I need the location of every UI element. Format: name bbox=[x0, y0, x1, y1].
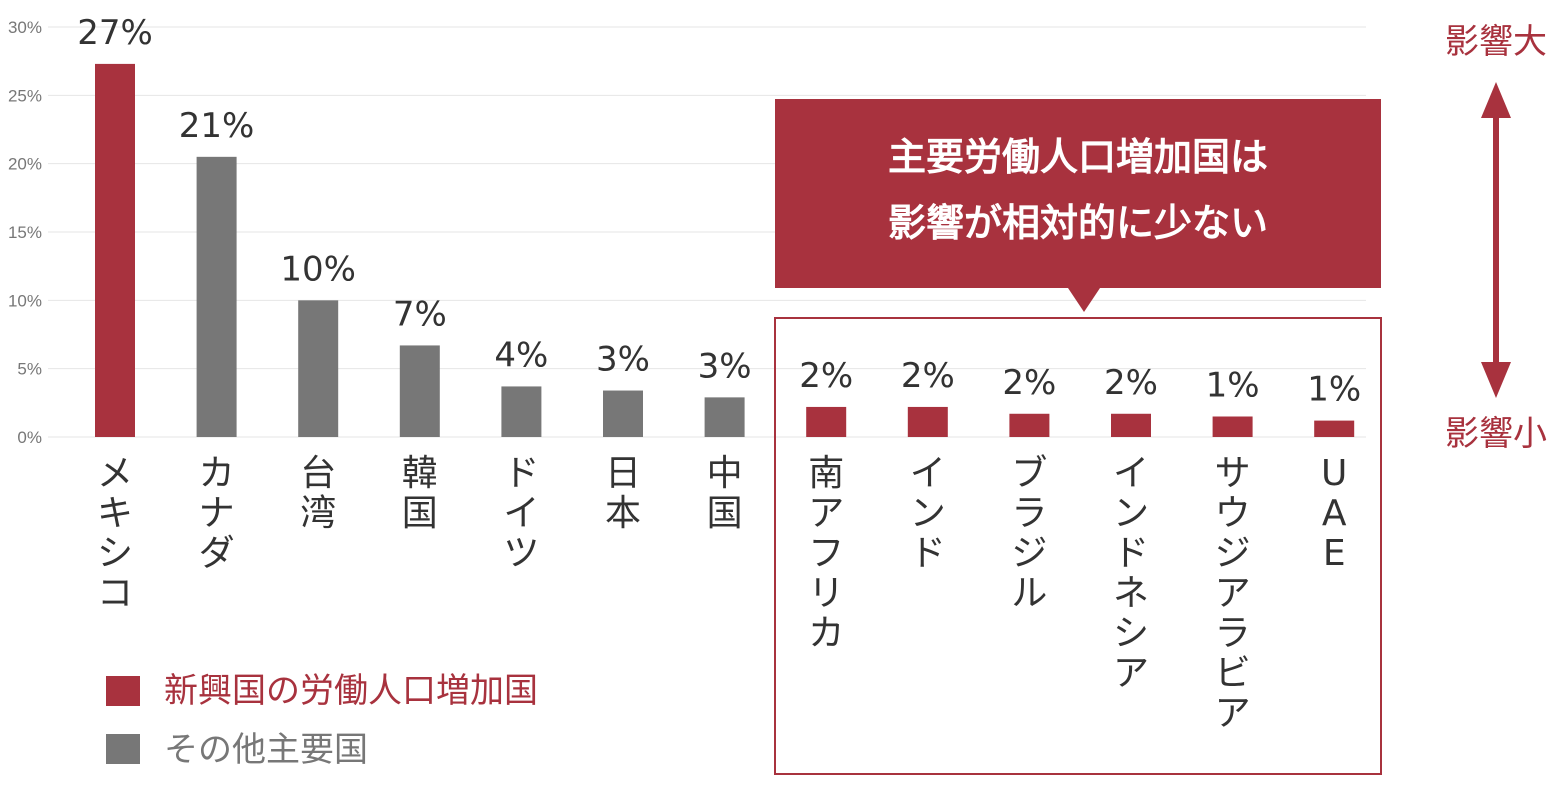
bar bbox=[298, 300, 339, 437]
value-label: 1% bbox=[1307, 370, 1361, 410]
emerging-highlight-box bbox=[774, 317, 1382, 775]
bar bbox=[196, 156, 237, 438]
arrow-down-icon bbox=[1481, 362, 1511, 398]
bar bbox=[501, 386, 542, 437]
value-label: 4% bbox=[494, 335, 548, 375]
legend-label-emerging: 新興国の労働人口増加国 bbox=[164, 671, 538, 711]
category-label: カナダ bbox=[199, 453, 235, 574]
category-label: ブラジル bbox=[1011, 453, 1047, 614]
y-tick-label: 25% bbox=[8, 86, 42, 105]
y-axis-ticks: 0% 5% 10% 15% 20% 25% 30% bbox=[8, 18, 42, 447]
category-label: サウジアラビア bbox=[1215, 453, 1251, 734]
value-labels: 27% 21% 10% 7% 4% 3% 3% 2% 2% 2% 2% 1% 1% bbox=[77, 13, 1361, 410]
bar bbox=[1009, 413, 1050, 437]
category-label: インドネシア bbox=[1113, 453, 1149, 694]
value-label: 3% bbox=[698, 346, 752, 386]
bar bbox=[907, 406, 948, 437]
category-label: 日本 bbox=[605, 453, 641, 534]
bars bbox=[95, 63, 1355, 438]
callout-line-2: 影響が相対的に少ない bbox=[888, 201, 1268, 245]
value-label: 27% bbox=[77, 13, 153, 53]
value-label: 1% bbox=[1206, 366, 1260, 406]
y-tick-label: 0% bbox=[17, 428, 42, 447]
category-label: 南アフリカ bbox=[808, 453, 844, 654]
value-label: 10% bbox=[280, 249, 356, 289]
y-tick-label: 5% bbox=[17, 360, 42, 379]
category-label: インド bbox=[910, 453, 946, 574]
y-tick-label: 30% bbox=[8, 18, 42, 37]
impact-scale: 影響大 影響小 bbox=[1445, 22, 1547, 454]
bar bbox=[704, 397, 745, 437]
category-label: 韓国 bbox=[402, 453, 438, 534]
value-label: 2% bbox=[1104, 363, 1158, 403]
bar bbox=[399, 345, 440, 437]
y-tick-label: 15% bbox=[8, 223, 42, 242]
category-label: 台湾 bbox=[300, 453, 336, 534]
bar bbox=[1111, 413, 1151, 437]
callout-banner: 主要労働人口増加国は 影響が相対的に少ない bbox=[775, 99, 1381, 312]
value-label: 2% bbox=[799, 356, 853, 396]
legend-label-other: その他主要国 bbox=[164, 730, 368, 770]
legend-swatch-emerging bbox=[106, 676, 140, 706]
bar bbox=[603, 390, 643, 437]
value-label: 7% bbox=[393, 294, 447, 334]
bar bbox=[95, 63, 135, 438]
value-label: 3% bbox=[596, 340, 650, 380]
category-label: 中国 bbox=[707, 453, 743, 534]
bar bbox=[1212, 416, 1253, 437]
value-label: 21% bbox=[179, 106, 255, 146]
callout-line-1: 主要労働人口増加国は bbox=[888, 135, 1268, 179]
y-tick-label: 10% bbox=[8, 291, 42, 310]
category-label: ドイツ bbox=[503, 453, 539, 574]
value-label: 2% bbox=[901, 356, 955, 396]
arrow-up-icon bbox=[1481, 82, 1511, 118]
bar bbox=[1314, 420, 1355, 437]
bar bbox=[806, 406, 847, 437]
category-label: メキシコ bbox=[97, 453, 133, 614]
legend: 新興国の労働人口増加国 その他主要国 bbox=[106, 671, 538, 770]
impact-low-label: 影響小 bbox=[1445, 414, 1547, 454]
value-label: 2% bbox=[1002, 363, 1056, 403]
legend-swatch-other bbox=[106, 734, 140, 764]
impact-high-label: 影響大 bbox=[1445, 22, 1547, 62]
gridlines bbox=[48, 26, 1366, 438]
y-tick-label: 20% bbox=[8, 155, 42, 174]
